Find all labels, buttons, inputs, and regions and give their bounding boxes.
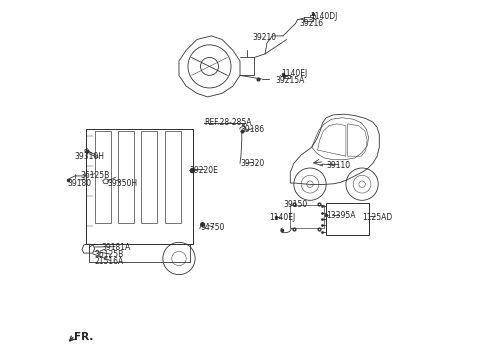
Text: 1140EJ: 1140EJ bbox=[269, 213, 295, 222]
Bar bbox=[85, 129, 193, 244]
Text: 39216: 39216 bbox=[299, 19, 324, 28]
Text: REF.28-285A: REF.28-285A bbox=[204, 117, 252, 127]
Text: 39320: 39320 bbox=[240, 159, 264, 168]
Text: 39215A: 39215A bbox=[276, 76, 305, 85]
Bar bbox=[165, 131, 181, 223]
Text: 1140EJ: 1140EJ bbox=[281, 69, 308, 78]
Text: 39110: 39110 bbox=[326, 160, 350, 170]
Text: 36125B: 36125B bbox=[95, 250, 124, 260]
Text: 39220E: 39220E bbox=[190, 166, 218, 175]
Bar bbox=[326, 203, 369, 235]
Text: 39310H: 39310H bbox=[75, 151, 105, 161]
Bar bbox=[89, 244, 190, 262]
Text: 39150: 39150 bbox=[283, 200, 307, 209]
Bar bbox=[141, 131, 157, 223]
Text: 39210: 39210 bbox=[252, 33, 276, 42]
Text: 1140DJ: 1140DJ bbox=[310, 11, 337, 21]
Polygon shape bbox=[320, 164, 323, 166]
Text: 13395A: 13395A bbox=[326, 211, 356, 220]
Bar bbox=[95, 131, 111, 223]
Bar bbox=[290, 205, 324, 228]
Text: 1125AD: 1125AD bbox=[362, 213, 392, 222]
Bar bbox=[118, 131, 134, 223]
Text: 36125B: 36125B bbox=[80, 171, 109, 181]
Text: 94750: 94750 bbox=[201, 223, 225, 233]
Text: 39181A: 39181A bbox=[102, 243, 131, 252]
Text: 21516A: 21516A bbox=[95, 257, 124, 266]
Text: 39186: 39186 bbox=[240, 125, 264, 134]
Text: FR.: FR. bbox=[74, 332, 94, 342]
Text: 39350H: 39350H bbox=[107, 178, 137, 188]
Text: 39180: 39180 bbox=[68, 178, 92, 188]
